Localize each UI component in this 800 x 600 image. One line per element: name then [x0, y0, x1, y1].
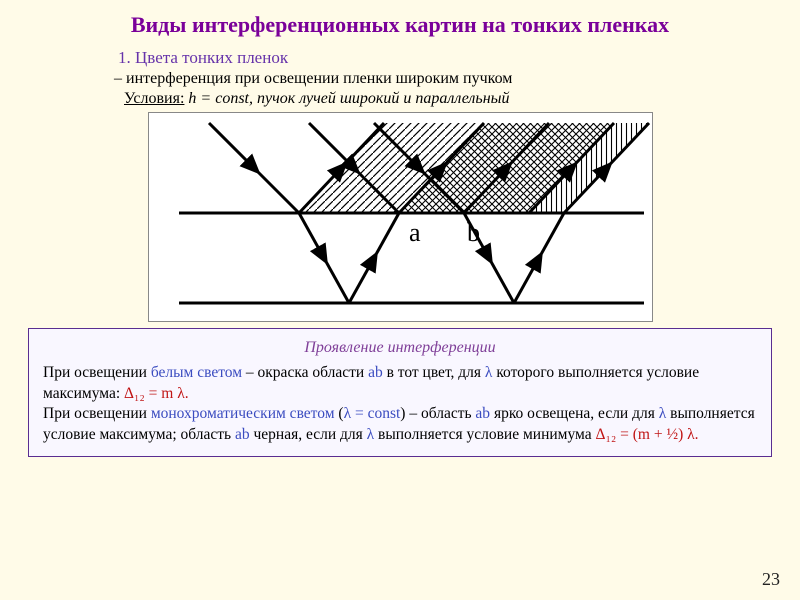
page-number: 23: [762, 569, 780, 590]
subheading-1: 1. Цвета тонких пленок: [118, 48, 772, 68]
diagram-container: ab: [28, 112, 772, 322]
line-2: – интерференция при освещении пленки шир…: [114, 70, 772, 88]
box-paragraph-1: При освещении белым светом – окраска обл…: [43, 363, 757, 405]
svg-text:a: a: [409, 218, 421, 247]
conditions-line: Условия: h = const, пучок лучей широкий …: [124, 90, 772, 108]
thin-film-diagram: ab: [148, 112, 653, 322]
svg-text:b: b: [467, 218, 480, 247]
manifestation-box: Проявление интерференции При освещении б…: [28, 328, 772, 457]
slide-title: Виды интерференционных картин на тонких …: [28, 12, 772, 38]
conditions-label: Условия:: [124, 90, 184, 107]
box-paragraph-2: При освещении монохроматическим светом (…: [43, 404, 757, 446]
conditions-text: h = const, пучок лучей широкий и паралле…: [184, 90, 509, 107]
box-title: Проявление интерференции: [43, 337, 757, 359]
